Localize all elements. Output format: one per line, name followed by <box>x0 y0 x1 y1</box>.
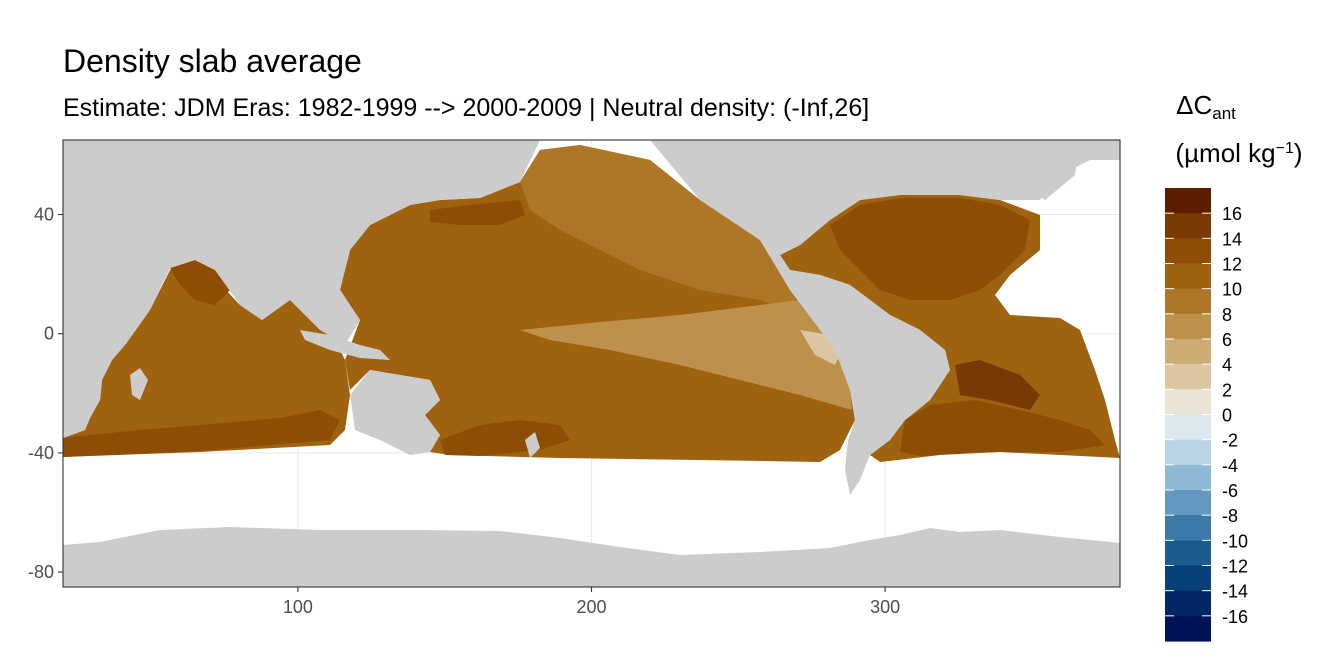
x-tick-label: 200 <box>576 597 606 617</box>
y-tick-label: 40 <box>34 205 54 225</box>
ocean-southwest-atlantic <box>900 400 1105 456</box>
legend-label: -6 <box>1222 481 1238 501</box>
legend-swatch <box>1165 565 1211 592</box>
legend-swatch <box>1165 515 1211 541</box>
legend-title: ΔCant <box>1176 90 1236 123</box>
legend-label: 10 <box>1222 280 1242 300</box>
y-tick-label: -80 <box>28 562 54 582</box>
x-tick-label: 100 <box>283 597 313 617</box>
x-tick-label: 300 <box>870 597 900 617</box>
ocean-northeast-pacific <box>520 145 810 320</box>
ocean-northwest-pacific-boundary <box>430 200 525 225</box>
legend-label: -10 <box>1222 531 1248 551</box>
americas-land <box>650 140 1120 495</box>
legend-label: -2 <box>1222 431 1238 451</box>
ocean-indian-west <box>63 262 350 457</box>
legend-swatch <box>1165 464 1211 491</box>
australia-land <box>350 370 440 455</box>
legend-swatch <box>1165 414 1211 441</box>
legend-swatch <box>1165 339 1211 365</box>
ocean-south-atlantic-gyre <box>955 360 1040 410</box>
legend-swatch <box>1165 188 1211 214</box>
legend-swatch <box>1165 590 1211 617</box>
legend-label: 6 <box>1222 330 1232 350</box>
legend: ΔCant (µmol kg−1) 16 14 12 10 8 6 4 2 0 -2 -4 -6 -8 -… <box>1165 90 1303 642</box>
indonesia-land <box>300 330 390 360</box>
legend-swatch <box>1165 213 1211 239</box>
legend-swatch <box>1165 313 1211 340</box>
legend-swatch <box>1165 490 1211 516</box>
legend-swatch <box>1165 364 1211 390</box>
legend-label: -8 <box>1222 506 1238 526</box>
greenland-land <box>1000 140 1080 200</box>
legend-label: 0 <box>1222 406 1232 426</box>
legend-label: 16 <box>1222 204 1242 224</box>
legend-label: -14 <box>1222 582 1248 602</box>
antarctica-land <box>63 527 1120 587</box>
legend-swatch <box>1165 540 1211 567</box>
legend-label: 2 <box>1222 380 1232 400</box>
legend-swatch <box>1165 288 1211 315</box>
y-tick-label: -40 <box>28 443 54 463</box>
legend-units: (µmol kg−1) <box>1175 138 1302 168</box>
eurasia-africa-land <box>63 140 540 438</box>
legend-swatch <box>1165 439 1211 466</box>
legend-swatch <box>1165 615 1211 642</box>
legend-label: -12 <box>1222 557 1248 577</box>
legend-label: 12 <box>1222 255 1242 275</box>
ocean-north-atlantic-gyre <box>830 198 1030 300</box>
legend-swatch <box>1165 389 1211 416</box>
legend-labels: 16 14 12 10 8 6 4 2 0 -2 -4 -6 -8 -10 -12 -14 -16 <box>1222 204 1248 627</box>
new-zealand-land <box>525 432 540 458</box>
ocean-indian-south-band <box>63 410 340 457</box>
legend-label: -4 <box>1222 456 1238 476</box>
legend-label: 4 <box>1222 355 1232 375</box>
legend-label: 14 <box>1222 229 1242 249</box>
legend-swatch <box>1165 238 1211 265</box>
chart-subtitle: Estimate: JDM Eras: 1982-1999 --> 2000-2… <box>63 94 870 122</box>
legend-colorbar <box>1165 188 1211 642</box>
chart-title: Density slab average <box>63 43 362 79</box>
madagascar-land <box>130 368 148 400</box>
ocean-equatorial-pacific <box>520 300 852 410</box>
legend-label: 8 <box>1222 305 1232 325</box>
ocean-arabian-sea <box>170 260 230 305</box>
legend-label: -16 <box>1222 607 1248 627</box>
legend-swatch <box>1165 263 1211 290</box>
y-tick-label: 0 <box>44 324 54 344</box>
